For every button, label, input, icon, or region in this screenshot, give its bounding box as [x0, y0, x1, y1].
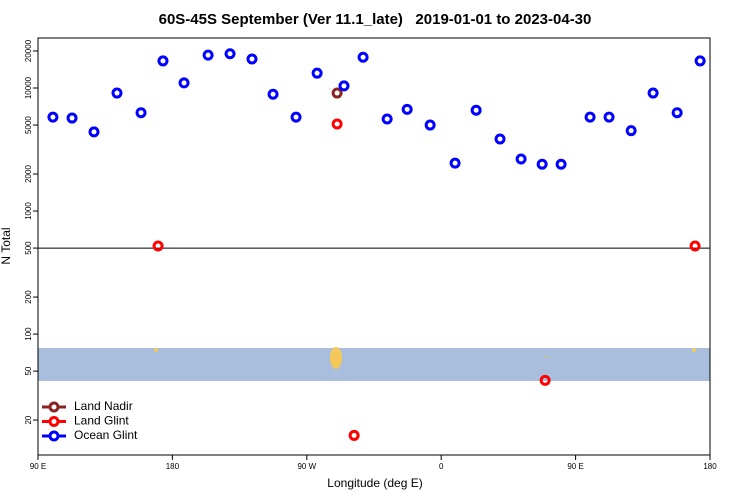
- point: [515, 153, 527, 165]
- point: [152, 240, 164, 252]
- point: [470, 104, 482, 116]
- point: [224, 48, 236, 60]
- point: [357, 51, 369, 63]
- point: [178, 77, 190, 89]
- point: [603, 111, 615, 123]
- point: [689, 240, 701, 252]
- point: [539, 374, 551, 386]
- point: [331, 118, 343, 130]
- point: [348, 429, 360, 441]
- legend-label: Ocean Glint: [74, 428, 138, 442]
- y-tick-label: 1000: [24, 202, 33, 220]
- x-tick-label: 90 W: [297, 462, 316, 471]
- legend-marker: [48, 416, 60, 427]
- point: [202, 49, 214, 61]
- y-tick-label: 500: [24, 241, 33, 255]
- y-tick-label: 10000: [24, 76, 33, 99]
- land-shapes: [154, 347, 696, 369]
- x-tick-label: 180: [703, 462, 717, 471]
- point: [401, 103, 413, 115]
- x-axis-label: Longitude (deg E): [327, 476, 422, 490]
- point: [338, 80, 350, 92]
- x-tick-label: 90 E: [567, 462, 583, 471]
- legend-marker: [48, 430, 60, 442]
- point: [246, 53, 258, 65]
- legend-marker: [48, 401, 60, 413]
- y-tick-label: 2000: [24, 165, 33, 183]
- y-tick-label: 5000: [24, 116, 33, 134]
- y-tick-label: 20: [24, 415, 33, 424]
- map-strip: [38, 348, 710, 381]
- legend-label: Land Glint: [74, 414, 129, 428]
- plot-frame: [37, 37, 711, 456]
- y-tick-label: 50: [24, 366, 33, 375]
- point: [625, 125, 637, 137]
- legend-label: Land Nadir: [74, 399, 133, 413]
- y-tick-label: 200: [24, 290, 33, 304]
- point: [157, 55, 169, 67]
- point: [671, 107, 683, 119]
- point: [66, 112, 78, 124]
- point: [331, 87, 343, 99]
- point: [584, 111, 596, 123]
- point: [135, 107, 147, 119]
- x-tick-label: 0: [439, 462, 444, 471]
- point: [267, 88, 279, 100]
- y-tick-label: 20000: [24, 39, 33, 62]
- point: [88, 126, 100, 138]
- point: [494, 133, 506, 145]
- point: [381, 113, 393, 125]
- point: [694, 55, 706, 67]
- point: [311, 67, 323, 79]
- chart-title: 60S-45S September (Ver 11.1_late) 2019-0…: [159, 11, 592, 28]
- y-tick-label: 100: [24, 327, 33, 341]
- point: [647, 87, 659, 99]
- point: [536, 158, 548, 170]
- point: [449, 157, 461, 169]
- x-tick-label: 180: [166, 462, 180, 471]
- point: [290, 111, 302, 123]
- point: [424, 119, 436, 131]
- x-tick-label: 90 E: [30, 462, 46, 471]
- point: [111, 87, 123, 99]
- y-axis-label: N Total: [0, 227, 13, 264]
- point: [555, 158, 567, 170]
- point: [47, 111, 59, 123]
